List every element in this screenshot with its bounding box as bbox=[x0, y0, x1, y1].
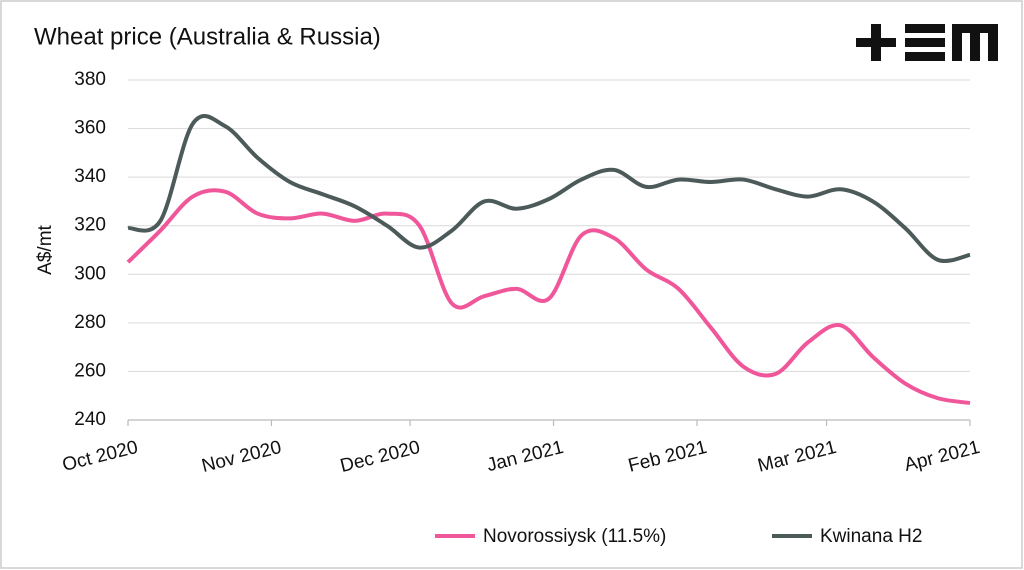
y-tick-label: 240 bbox=[74, 409, 106, 430]
y-tick-label: 280 bbox=[74, 312, 106, 333]
y-tick-label: 300 bbox=[74, 263, 106, 284]
chart-title: Wheat price (Australia & Russia) bbox=[34, 23, 381, 50]
legend-label: Kwinana H2 bbox=[820, 526, 922, 547]
line-series bbox=[126, 188, 971, 405]
y-tick-label: 380 bbox=[74, 69, 106, 90]
y-tick-label: 340 bbox=[74, 166, 106, 187]
y-tick-label: 260 bbox=[74, 360, 106, 381]
line-series bbox=[127, 114, 971, 263]
y-tick-label: 320 bbox=[74, 215, 106, 236]
y-axis-label: A$/mt bbox=[35, 224, 56, 274]
y-tick-label: 360 bbox=[74, 118, 106, 139]
logo bbox=[856, 24, 998, 61]
legend-label: Novorossiysk (11.5%) bbox=[483, 526, 666, 547]
